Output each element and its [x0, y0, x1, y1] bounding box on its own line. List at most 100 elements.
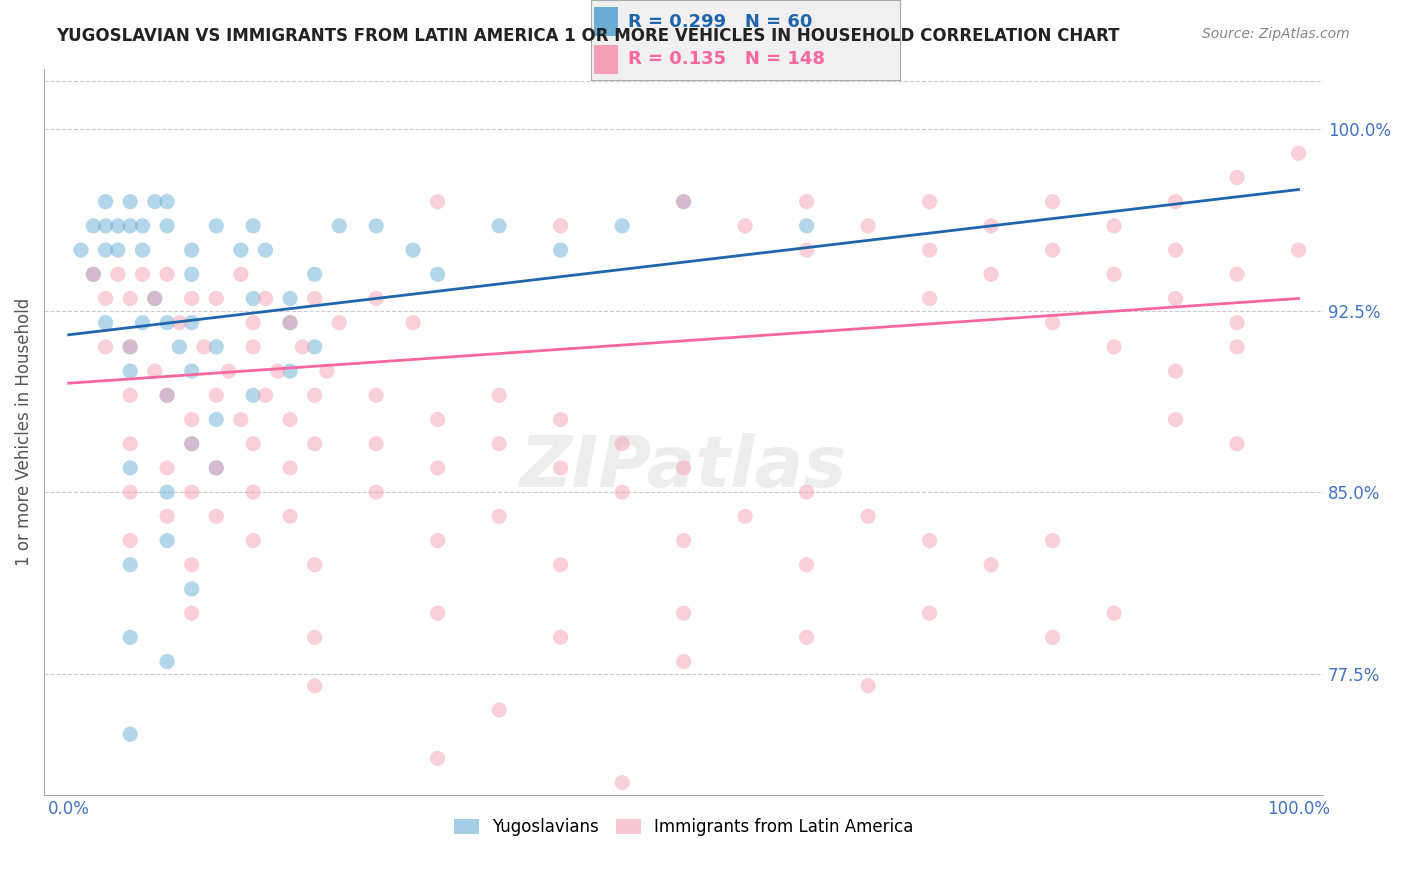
Point	[856, 509, 879, 524]
Legend: Yugoslavians, Immigrants from Latin America: Yugoslavians, Immigrants from Latin Amer…	[446, 810, 922, 845]
Point	[304, 631, 326, 645]
Point	[242, 533, 264, 548]
Point	[1102, 267, 1125, 281]
Point	[180, 582, 202, 596]
Point	[254, 292, 277, 306]
Point	[242, 485, 264, 500]
Point	[156, 388, 179, 402]
Point	[193, 340, 215, 354]
Point	[550, 412, 572, 426]
Text: YUGOSLAVIAN VS IMMIGRANTS FROM LATIN AMERICA 1 OR MORE VEHICLES IN HOUSEHOLD COR: YUGOSLAVIAN VS IMMIGRANTS FROM LATIN AME…	[56, 27, 1119, 45]
Point	[796, 219, 818, 233]
Text: R = 0.135   N = 148: R = 0.135 N = 148	[627, 51, 825, 69]
Text: R = 0.299   N = 60: R = 0.299 N = 60	[627, 12, 813, 30]
Point	[796, 485, 818, 500]
Point	[156, 461, 179, 475]
Text: ZIPatlas: ZIPatlas	[520, 434, 848, 502]
Point	[366, 388, 388, 402]
Point	[120, 364, 142, 378]
Point	[1226, 340, 1249, 354]
Point	[156, 267, 179, 281]
Point	[107, 243, 129, 257]
Text: Source: ZipAtlas.com: Source: ZipAtlas.com	[1202, 27, 1350, 41]
Point	[918, 243, 941, 257]
Point	[980, 219, 1002, 233]
Point	[1042, 243, 1064, 257]
Point	[205, 219, 228, 233]
Point	[82, 267, 104, 281]
Point	[304, 340, 326, 354]
Point	[488, 436, 510, 450]
Point	[426, 533, 449, 548]
Point	[120, 461, 142, 475]
Point	[426, 267, 449, 281]
Point	[1042, 533, 1064, 548]
Point	[94, 219, 117, 233]
Point	[672, 194, 695, 209]
Point	[242, 219, 264, 233]
Point	[1164, 412, 1187, 426]
Point	[205, 461, 228, 475]
Point	[426, 606, 449, 620]
Point	[980, 267, 1002, 281]
Point	[366, 436, 388, 450]
Point	[242, 292, 264, 306]
Point	[120, 485, 142, 500]
FancyBboxPatch shape	[593, 45, 619, 74]
Point	[143, 194, 166, 209]
Point	[1164, 364, 1187, 378]
Point	[156, 485, 179, 500]
Point	[143, 364, 166, 378]
Point	[94, 292, 117, 306]
Point	[328, 316, 350, 330]
Point	[610, 485, 633, 500]
Point	[304, 436, 326, 450]
Point	[180, 606, 202, 620]
Point	[1288, 146, 1310, 161]
Point	[242, 340, 264, 354]
Point	[120, 558, 142, 572]
Point	[94, 243, 117, 257]
Point	[402, 243, 425, 257]
Y-axis label: 1 or more Vehicles in Household: 1 or more Vehicles in Household	[15, 298, 32, 566]
Point	[229, 243, 252, 257]
Point	[550, 461, 572, 475]
Point	[131, 219, 153, 233]
Point	[278, 461, 301, 475]
Point	[366, 292, 388, 306]
Point	[120, 292, 142, 306]
Point	[550, 558, 572, 572]
Point	[218, 364, 240, 378]
Point	[156, 509, 179, 524]
Point	[120, 727, 142, 741]
Point	[143, 292, 166, 306]
Point	[205, 509, 228, 524]
Point	[180, 412, 202, 426]
Point	[796, 194, 818, 209]
Point	[180, 316, 202, 330]
Point	[120, 436, 142, 450]
Point	[1288, 243, 1310, 257]
FancyBboxPatch shape	[593, 7, 619, 36]
Point	[278, 364, 301, 378]
Point	[131, 267, 153, 281]
Point	[610, 219, 633, 233]
Point	[156, 316, 179, 330]
Point	[304, 267, 326, 281]
Point	[672, 533, 695, 548]
Point	[242, 316, 264, 330]
Point	[1042, 316, 1064, 330]
Point	[1042, 194, 1064, 209]
Point	[1226, 267, 1249, 281]
Point	[156, 655, 179, 669]
Point	[426, 751, 449, 765]
Point	[1226, 436, 1249, 450]
Point	[304, 679, 326, 693]
Point	[672, 655, 695, 669]
Point	[672, 848, 695, 863]
Point	[205, 412, 228, 426]
Point	[291, 340, 314, 354]
Point	[278, 292, 301, 306]
Point	[205, 340, 228, 354]
Point	[1102, 606, 1125, 620]
